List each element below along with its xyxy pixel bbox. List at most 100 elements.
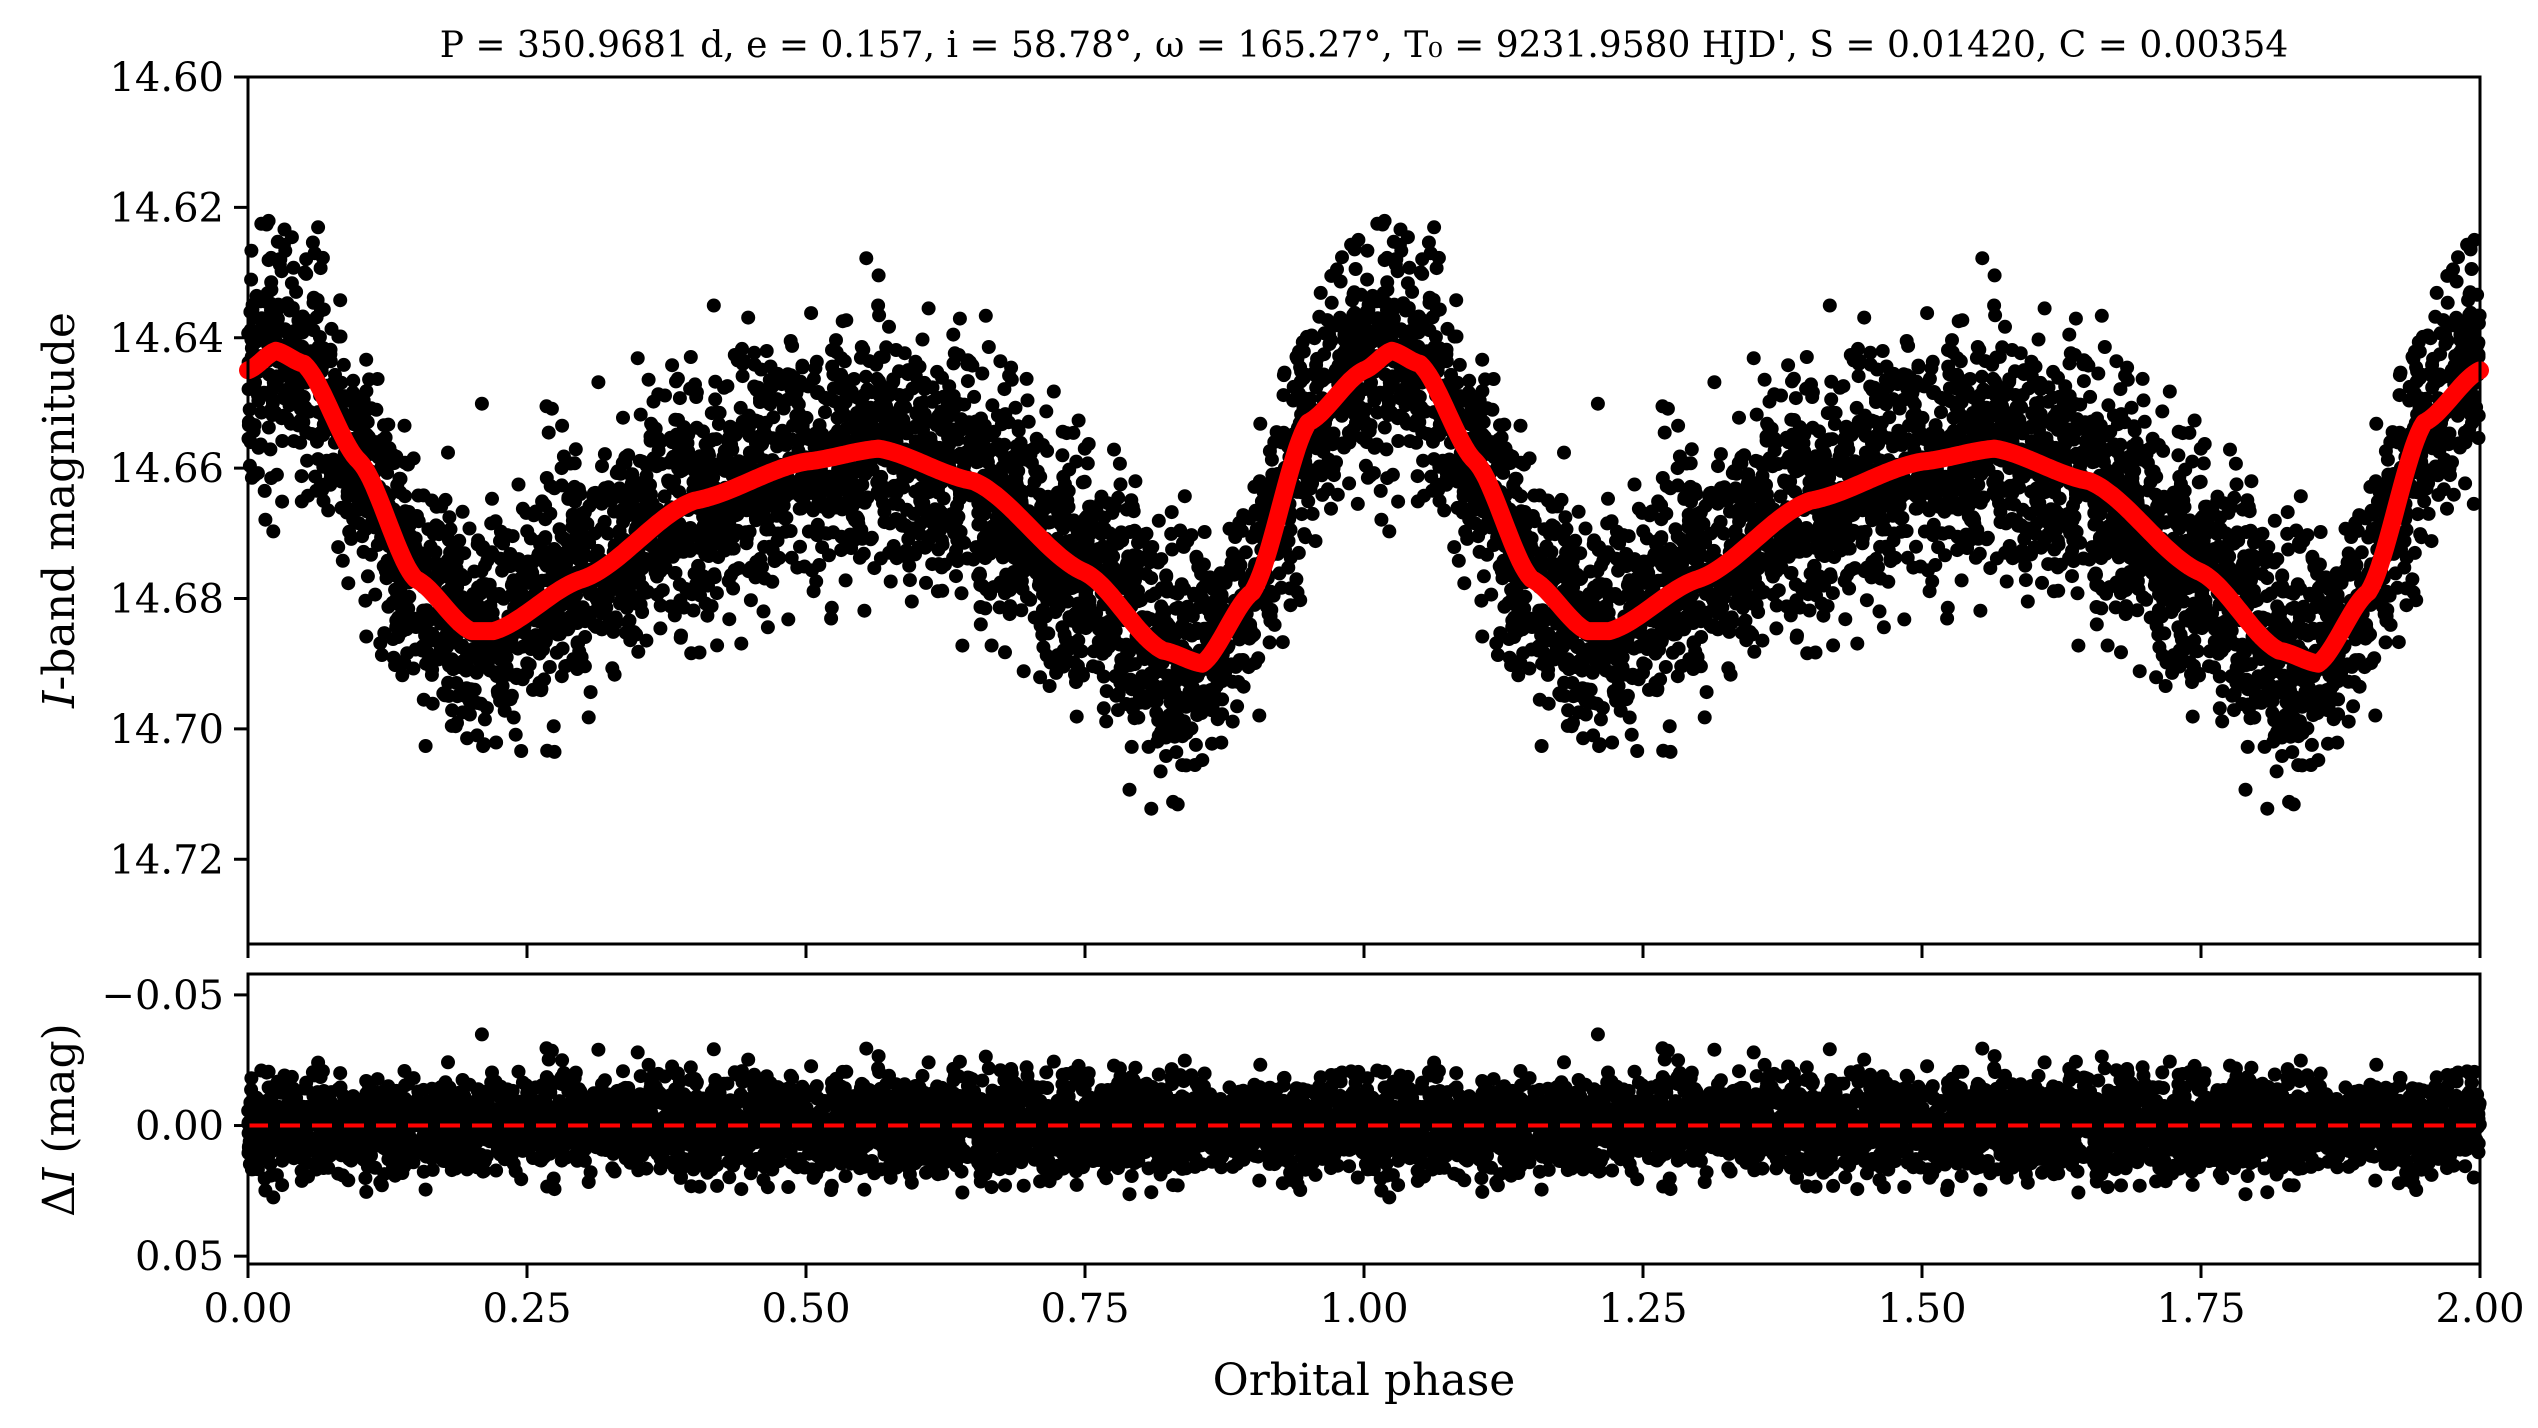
data-point <box>493 534 507 548</box>
data-point <box>892 364 906 379</box>
data-point <box>948 449 963 464</box>
data-point <box>1169 745 1184 760</box>
data-point <box>830 424 845 438</box>
data-point <box>645 419 660 434</box>
data-point <box>300 453 315 468</box>
data-point <box>700 608 715 623</box>
chart-title: P = 350.9681 d, e = 0.157, i = 58.78°, ω… <box>440 25 2289 66</box>
data-point <box>1176 539 1191 554</box>
data-point <box>857 387 872 402</box>
data-point <box>1166 700 1181 715</box>
data-point <box>1034 559 1049 574</box>
data-point <box>1342 476 1357 491</box>
data-point <box>1131 710 1146 725</box>
data-point <box>1167 729 1182 744</box>
data-point <box>722 612 737 627</box>
data-point <box>1051 600 1066 614</box>
data-point <box>1452 357 1467 372</box>
data-point <box>793 539 807 554</box>
data-point <box>457 546 472 561</box>
data-point <box>1040 443 1055 458</box>
data-point <box>485 491 499 506</box>
data-point <box>612 524 627 539</box>
data-point <box>1009 471 1024 486</box>
data-point <box>511 477 526 492</box>
data-point <box>443 522 458 537</box>
data-point <box>462 707 477 722</box>
data-point <box>692 645 707 660</box>
data-point <box>653 621 668 636</box>
data-point <box>419 546 434 561</box>
data-point <box>1046 384 1061 399</box>
data-point <box>1292 344 1306 359</box>
data-point <box>438 492 453 507</box>
data-point <box>1222 521 1237 536</box>
data-point <box>651 387 666 402</box>
data-point <box>356 544 371 559</box>
data-point <box>2100 638 2115 653</box>
data-point <box>627 483 642 498</box>
data-point <box>1391 494 1406 509</box>
data-point <box>510 588 525 603</box>
data-point <box>282 303 297 318</box>
data-point <box>901 532 916 546</box>
data-point <box>960 421 975 436</box>
data-point <box>532 682 547 697</box>
data-point <box>521 631 536 646</box>
data-point <box>352 516 367 531</box>
data-point <box>975 366 990 381</box>
data-point <box>1707 375 1722 390</box>
data-point <box>373 636 388 651</box>
data-point <box>1345 398 1360 413</box>
data-point <box>311 220 326 235</box>
data-point <box>925 394 940 409</box>
data-point <box>419 656 434 671</box>
data-point <box>1309 357 1324 372</box>
data-point <box>859 251 874 266</box>
data-point <box>299 252 314 267</box>
data-point <box>700 453 715 468</box>
data-point <box>978 601 993 616</box>
data-point <box>633 407 648 422</box>
data-point <box>280 411 295 426</box>
data-point <box>299 313 314 328</box>
data-point <box>824 600 839 615</box>
data-point <box>1105 505 1120 520</box>
data-point <box>954 586 969 601</box>
data-point <box>535 494 550 509</box>
data-point <box>708 392 723 407</box>
data-point <box>1294 507 1309 522</box>
data-point <box>554 529 569 544</box>
data-point <box>581 710 596 725</box>
data-point <box>541 425 556 440</box>
data-point <box>981 533 996 548</box>
data-point <box>1301 494 1316 509</box>
data-point <box>464 682 478 697</box>
data-point <box>388 582 403 597</box>
data-point <box>838 573 853 588</box>
data-point <box>1337 327 1352 342</box>
data-point <box>1111 703 1125 718</box>
data-point <box>476 540 491 555</box>
data-point <box>990 408 1005 423</box>
data-point <box>1099 714 1114 729</box>
data-point <box>794 431 809 446</box>
data-point <box>981 340 996 354</box>
data-point <box>831 464 846 479</box>
data-point <box>701 543 716 558</box>
data-point <box>621 448 636 463</box>
data-point <box>1041 626 1056 641</box>
data-point <box>1920 306 1935 321</box>
data-point <box>973 567 987 582</box>
data-point <box>2185 709 2200 724</box>
data-point <box>1267 435 1282 450</box>
data-point <box>661 473 676 488</box>
data-point <box>362 372 377 387</box>
data-point <box>1112 456 1127 471</box>
data-point <box>455 504 470 519</box>
data-point <box>489 735 504 750</box>
data-point <box>1557 445 1571 460</box>
data-point <box>586 491 601 505</box>
data-point <box>717 509 732 524</box>
data-point <box>938 557 952 572</box>
